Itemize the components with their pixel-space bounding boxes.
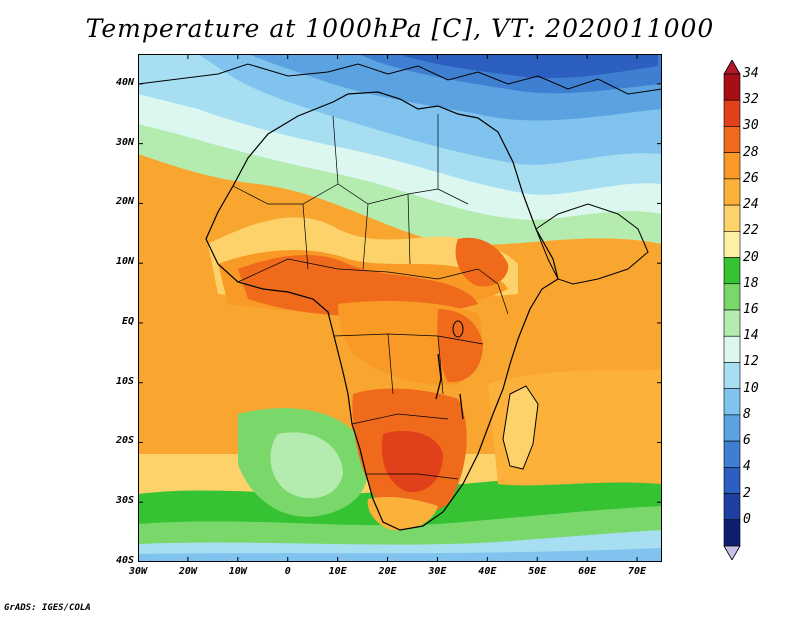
colorbar-label: 10 <box>743 380 759 396</box>
colorbar-label: 24 <box>743 197 759 213</box>
map-plot <box>138 54 662 562</box>
europe-coastline <box>138 63 662 95</box>
lon-tick-label: 60E <box>578 566 597 577</box>
atlantic-cool-core <box>270 432 343 499</box>
south-band-12 <box>138 548 662 562</box>
lake-victoria <box>452 320 464 338</box>
lat-tick-label: 20S <box>115 435 134 447</box>
sahel-hot-core <box>238 254 478 316</box>
colorbar-label: 14 <box>743 328 759 344</box>
colorbar-swatch <box>723 283 741 311</box>
colorbar-swatch <box>723 126 741 153</box>
lon-tick-label: 30W <box>128 566 148 577</box>
colorbar-label: 26 <box>743 170 759 186</box>
lat-tick-label: 40S <box>115 555 134 566</box>
lake-tanganyika <box>435 353 442 400</box>
arabia-coastline <box>535 203 649 285</box>
colorbar-label: 32 <box>743 92 759 108</box>
colorbar-under-arrow <box>723 545 741 560</box>
lon-tick-label: 0 <box>284 566 291 577</box>
colorbar-swatch <box>723 231 741 258</box>
colorbar-swatch <box>723 257 741 285</box>
colorbar-label: 0 <box>743 511 751 527</box>
colorbar-label: 2 <box>743 485 751 501</box>
lat-tick-label: 10N <box>115 256 134 268</box>
temperature-map <box>138 54 662 562</box>
lon-tick-label: 30E <box>428 566 447 577</box>
lon-tick-label: 40E <box>478 566 497 577</box>
colorbar-label: 18 <box>743 275 759 291</box>
colorbar-label: 20 <box>743 249 759 265</box>
colorbar-swatch <box>723 388 741 416</box>
madagascar <box>502 385 539 470</box>
country-borders <box>232 114 509 480</box>
lat-tick-label: 20N <box>115 196 134 208</box>
colorbar-label: 4 <box>743 459 751 475</box>
lon-tick-label: 20W <box>178 566 197 577</box>
map-border <box>138 54 662 562</box>
colorbar-swatch <box>723 178 741 206</box>
kalahari-core <box>381 430 443 493</box>
colorbar-label: 30 <box>743 118 759 134</box>
tick-marks <box>138 54 662 562</box>
lon-tick-label: 10E <box>328 566 347 577</box>
lat-tick-label: EQ <box>121 315 134 327</box>
great-lakes-hot <box>437 309 483 383</box>
colorbar-label: 12 <box>743 354 759 370</box>
lon-tick-label: 50E <box>528 566 547 577</box>
cape-warm <box>367 496 438 531</box>
colorbar-swatch <box>723 152 741 180</box>
africa-coastline <box>205 91 559 531</box>
colorbar-over-arrow <box>723 60 741 75</box>
colorbar-swatch <box>723 493 741 521</box>
colorbar-swatch <box>723 73 741 101</box>
lat-tick-label: 30S <box>115 495 134 507</box>
colorbar-label: 34 <box>743 66 759 81</box>
colorbar-swatch <box>723 362 741 389</box>
colorbar-label: 16 <box>743 302 759 317</box>
lat-tick-label: 30N <box>115 136 134 148</box>
colorbar-label: 8 <box>743 406 751 422</box>
colorbar-label: 28 <box>743 144 759 160</box>
ethiopia-hot-core <box>455 237 509 287</box>
colorbar-swatch <box>723 309 741 337</box>
lon-tick-label: 10W <box>228 566 247 577</box>
map-title: Temperature at 1000hPa [C], VT: 20200110… <box>85 14 715 43</box>
credit-text: GrADS: IGES/COLA <box>4 603 91 613</box>
colorbar-label: 6 <box>743 433 751 449</box>
colorbar-swatch <box>723 440 741 468</box>
colorbar-swatch <box>723 414 741 442</box>
colorbar <box>723 60 741 560</box>
colorbar-label: 22 <box>743 223 759 239</box>
lat-tick-label: 10S <box>115 375 134 387</box>
lat-tick-label: 40N <box>115 76 134 88</box>
colorbar-swatch <box>723 519 741 547</box>
lon-tick-label: 20E <box>378 566 397 577</box>
north-zone-6 <box>398 54 658 79</box>
lake-malawi <box>459 393 464 420</box>
colorbar-swatch <box>723 467 741 494</box>
colorbar-swatch <box>723 335 741 363</box>
lon-tick-label: 70E <box>628 566 647 577</box>
colorbar-swatch <box>723 204 741 232</box>
colorbar-swatch <box>723 99 741 127</box>
